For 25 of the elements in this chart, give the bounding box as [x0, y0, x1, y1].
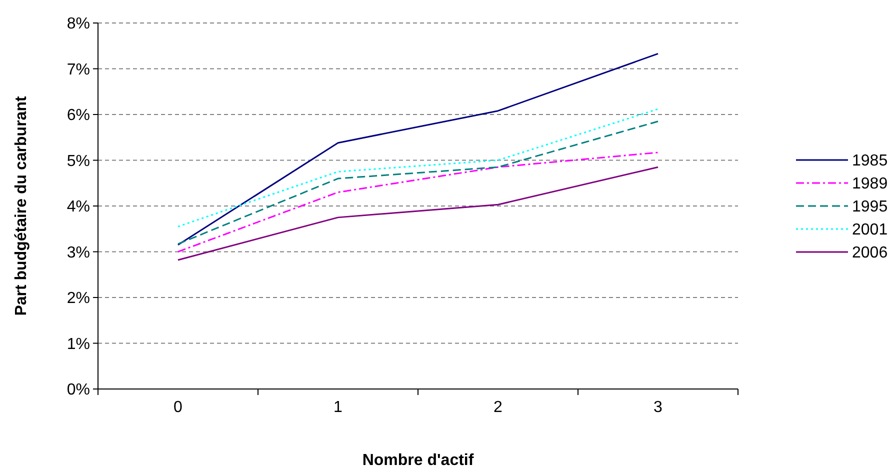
line-series — [177, 108, 659, 228]
y-tick-label: 3% — [66, 244, 90, 262]
x-tick-label: 1 — [334, 399, 343, 416]
line-series — [177, 120, 659, 245]
x-tick-label: 0 — [174, 399, 183, 416]
x-tick-label: 2 — [494, 399, 503, 416]
legend-label: 1995 — [852, 198, 888, 216]
y-tick-label: 7% — [66, 61, 90, 78]
y-axis-title: Part budgétaire du carburant — [13, 96, 30, 316]
legend-label: 2006 — [852, 244, 888, 262]
y-tick-label: 8% — [66, 16, 90, 33]
legend-label: 1989 — [852, 176, 888, 193]
line-series — [177, 152, 659, 252]
y-tick-label: 6% — [66, 107, 90, 124]
x-axis-title: Nombre d'actif — [362, 452, 474, 469]
line-series — [177, 166, 659, 261]
legend-label: 1985 — [852, 152, 888, 170]
line-series — [177, 52, 659, 246]
legend-label: 2001 — [852, 222, 888, 239]
x-tick-label: 3 — [654, 399, 663, 416]
y-tick-label: 0% — [66, 382, 90, 399]
y-tick-label: 1% — [66, 336, 90, 353]
y-tick-label: 5% — [66, 152, 90, 170]
y-tick-label: 4% — [66, 198, 90, 216]
y-tick-label: 2% — [66, 290, 90, 308]
